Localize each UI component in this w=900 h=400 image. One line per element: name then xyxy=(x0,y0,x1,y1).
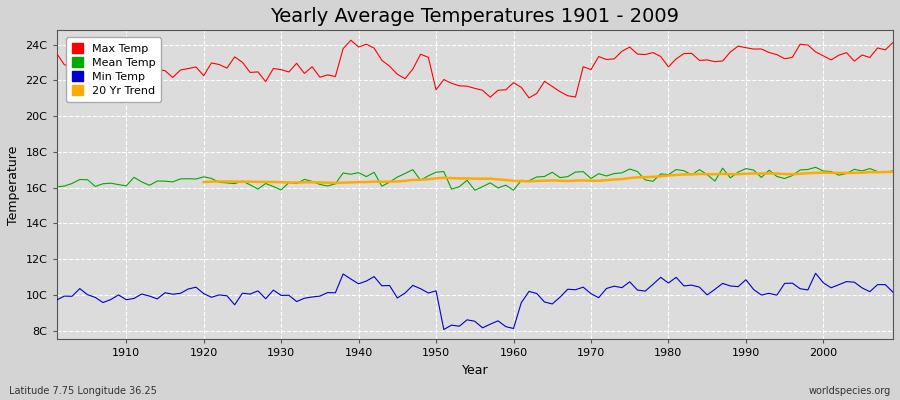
Title: Yearly Average Temperatures 1901 - 2009: Yearly Average Temperatures 1901 - 2009 xyxy=(270,7,680,26)
X-axis label: Year: Year xyxy=(462,364,488,377)
Text: worldspecies.org: worldspecies.org xyxy=(809,386,891,396)
Legend: Max Temp, Mean Temp, Min Temp, 20 Yr Trend: Max Temp, Mean Temp, Min Temp, 20 Yr Tre… xyxy=(67,37,161,102)
Y-axis label: Temperature: Temperature xyxy=(7,145,20,224)
Text: Latitude 7.75 Longitude 36.25: Latitude 7.75 Longitude 36.25 xyxy=(9,386,157,396)
